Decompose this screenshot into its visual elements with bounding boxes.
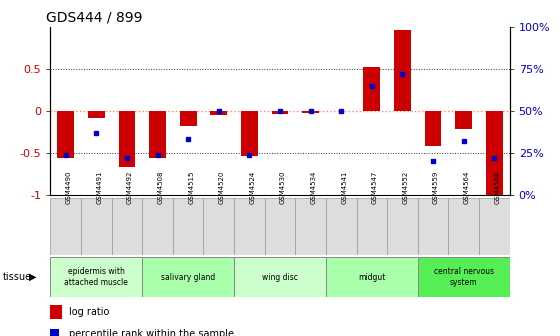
Text: GSM4490: GSM4490 (66, 170, 72, 204)
Text: midgut: midgut (358, 273, 385, 282)
Text: epidermis with
attached muscle: epidermis with attached muscle (64, 267, 128, 287)
Bar (50, 329, 59, 336)
Bar (455, 111, 472, 129)
Bar (50, 198, 81, 255)
Bar (241, 111, 258, 156)
Bar (234, 198, 265, 255)
Bar (479, 198, 510, 255)
Bar (272, 111, 288, 114)
Bar (173, 198, 203, 255)
Bar (326, 257, 418, 297)
Text: central nervous
system: central nervous system (433, 267, 494, 287)
Bar (81, 198, 111, 255)
Text: GSM4534: GSM4534 (311, 171, 316, 204)
Text: tissue: tissue (3, 272, 32, 282)
Bar (142, 198, 173, 255)
Bar (50, 305, 62, 319)
Bar (111, 198, 142, 255)
Text: log ratio: log ratio (69, 307, 109, 317)
Bar (57, 111, 74, 158)
Bar (394, 30, 411, 111)
Bar (486, 111, 503, 195)
Bar (326, 198, 357, 255)
Bar (418, 198, 449, 255)
Text: GSM4559: GSM4559 (433, 171, 439, 204)
Text: GSM4564: GSM4564 (464, 171, 470, 204)
Text: GSM4547: GSM4547 (372, 171, 378, 204)
Text: ▶: ▶ (29, 272, 36, 282)
Text: GSM4515: GSM4515 (188, 171, 194, 204)
Bar (387, 198, 418, 255)
Text: GSM4541: GSM4541 (341, 171, 347, 204)
Bar (357, 198, 387, 255)
Text: GSM4524: GSM4524 (249, 171, 255, 204)
Bar (418, 257, 510, 297)
Bar (203, 198, 234, 255)
Text: GSM4520: GSM4520 (219, 171, 225, 204)
Bar (88, 111, 105, 118)
Bar (449, 198, 479, 255)
Text: GSM4491: GSM4491 (96, 170, 102, 204)
Text: GSM4492: GSM4492 (127, 171, 133, 204)
Bar (211, 111, 227, 115)
Text: GDS444 / 899: GDS444 / 899 (46, 10, 142, 24)
Text: GSM4568: GSM4568 (494, 170, 500, 204)
Bar (295, 198, 326, 255)
Bar (265, 198, 295, 255)
Text: salivary gland: salivary gland (161, 273, 215, 282)
Text: GSM4530: GSM4530 (280, 170, 286, 204)
Bar (363, 67, 380, 111)
Bar (142, 257, 234, 297)
Text: wing disc: wing disc (262, 273, 298, 282)
Text: percentile rank within the sample: percentile rank within the sample (69, 329, 234, 336)
Bar (149, 111, 166, 158)
Bar (180, 111, 197, 126)
Bar (119, 111, 136, 167)
Text: GSM4508: GSM4508 (157, 170, 164, 204)
Bar (50, 257, 142, 297)
Bar (234, 257, 326, 297)
Bar (302, 111, 319, 114)
Text: GSM4552: GSM4552 (403, 171, 408, 204)
Bar (424, 111, 441, 146)
